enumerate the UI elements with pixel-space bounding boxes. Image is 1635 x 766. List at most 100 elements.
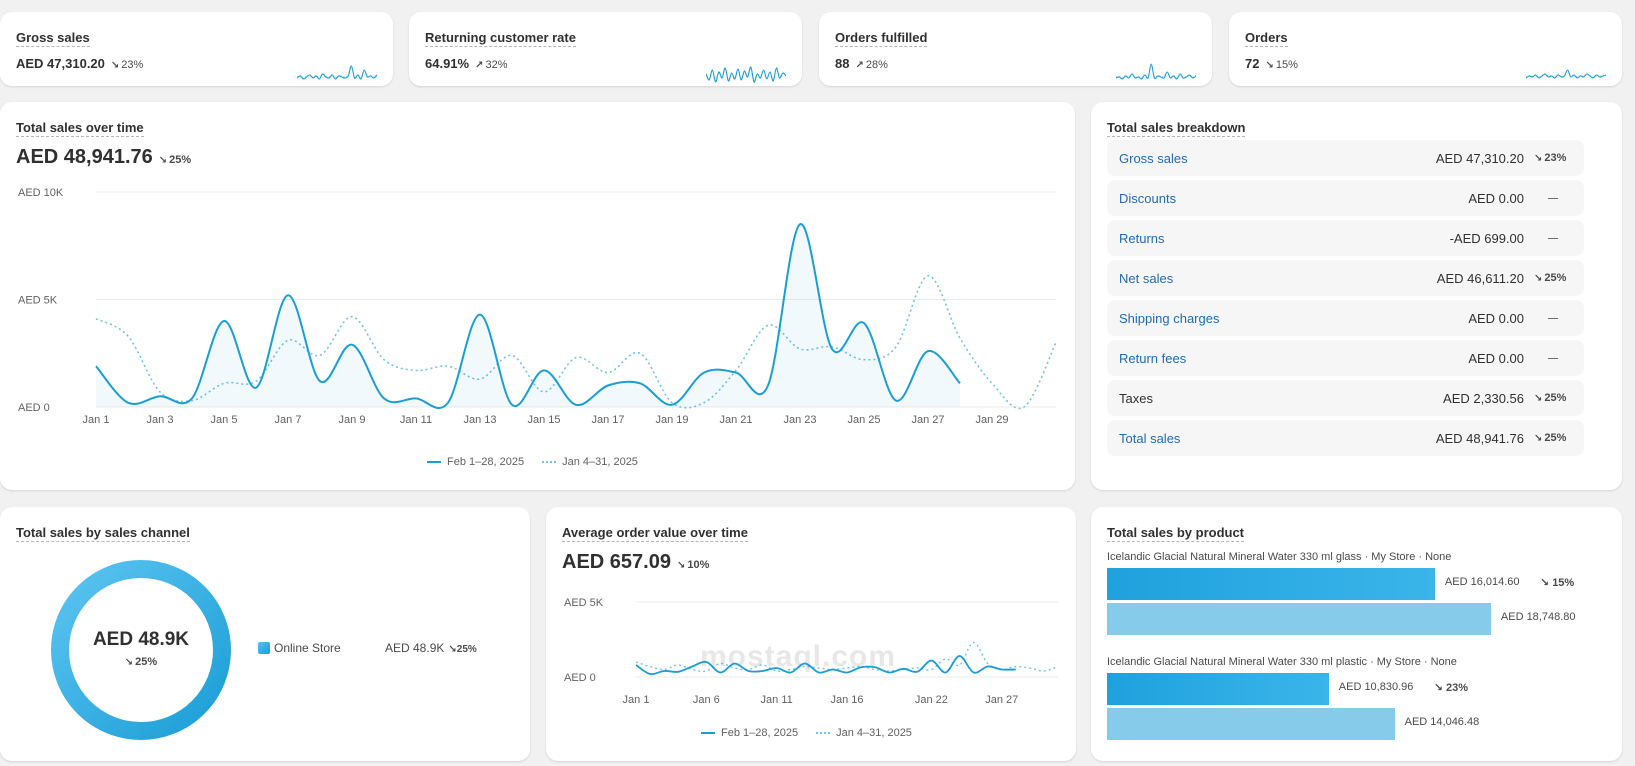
donut-slice-online-store[interactable] [51,560,231,740]
sparkline-chart [706,66,786,83]
total-sales-line-chart[interactable]: AED 0 AED 5K AED 10K Jan 1 Jan 3 Jan 5 Jan 7 Ja… [0,177,1075,427]
x-tick-label: Jan 9 [339,414,366,426]
kpi-card-returning-rate[interactable]: Returning customer rate 64.91% ↗ 32% [409,12,802,86]
breakdown-label[interactable]: Return fees [1119,350,1187,366]
kpi-card-orders[interactable]: Orders 72 ↘ 15% [1229,12,1622,86]
card-title[interactable]: Total sales by product [1107,525,1245,542]
x-tick-label: Jan 1 [623,694,650,706]
breakdown-value: AED 46,611.20 [1436,270,1524,286]
total-sales-delta: ↘ 25% [159,154,191,166]
breakdown-label[interactable]: Total sales [1119,430,1181,446]
breakdown-row: Taxes AED 2,330.56 ↘ 25% [1107,380,1584,416]
breakdown-value: AED 47,310.20 [1435,150,1524,166]
series-line-current[interactable] [95,223,961,410]
kpi-delta-text: 32% [485,59,508,71]
kpi-value-text: 72 [1245,56,1260,71]
card-title[interactable]: Total sales over time [16,120,144,137]
aov-value-text: AED 657.09 [562,551,671,573]
kpi-delta: ↘ 23% [111,59,143,71]
x-tick-label: Jan 22 [915,694,948,706]
breakdown-delta-text: 25% [1544,392,1567,404]
kpi-value: AED 47,310.20 ↘ 23% [16,56,143,71]
trend-down-icon: ↘ [158,155,168,166]
donut-center-delta-text: 25% [135,656,158,668]
no-change-dash-icon [1548,197,1558,199]
kpi-value: 72 ↘ 15% [1245,56,1298,71]
card-title[interactable]: Average order value over time [562,525,748,542]
breakdown-row[interactable]: Net sales AED 46,611.20 ↘ 25% [1107,260,1584,296]
product-bar-current[interactable] [1107,568,1435,600]
sales-by-product-card: Total sales by product Icelandic Glacial… [1091,507,1622,761]
x-tick-label: Jan 5 [211,414,238,426]
total-sales-over-time-card: Total sales over time AED 48,941.76 ↘ 25% … [0,102,1075,490]
product-bar-value: AED 10,830.96 [1338,681,1414,693]
kpi-card-orders-fulfilled[interactable]: Orders fulfilled 88 ↗ 28% [819,12,1212,86]
kpi-delta-text: 23% [121,59,144,71]
series-line-current[interactable] [635,655,1016,676]
breakdown-label[interactable]: Gross sales [1119,150,1188,166]
breakdown-label[interactable]: Returns [1119,230,1165,246]
breakdown-row[interactable]: Return fees AED 0.00 [1107,340,1584,376]
breakdown-row[interactable]: Total sales AED 48,941.76 ↘ 25% [1107,420,1584,456]
product-bar-previous[interactable] [1107,708,1395,740]
breakdown-row[interactable]: Discounts AED 0.00 [1107,180,1584,216]
sparkline-previous [1526,70,1606,78]
breakdown-delta-text: 25% [1544,272,1567,284]
trend-down-icon: ↘ [448,644,457,655]
kpi-title[interactable]: Orders [1245,30,1288,47]
no-change-dash-icon [1548,317,1558,319]
product-bar-previous[interactable] [1107,603,1491,635]
breakdown-label[interactable]: Net sales [1119,270,1174,286]
kpi-title[interactable]: Returning customer rate [425,30,576,47]
breakdown-delta: ↘ 25% [1534,272,1570,284]
aov-delta-text: 10% [687,559,710,571]
kpi-title[interactable]: Orders fulfilled [835,30,928,47]
sparkline-chart [1526,69,1606,79]
product-bar-current[interactable] [1107,673,1329,705]
x-tick-label: Jan 27 [911,414,944,426]
y-tick-label: AED 0 [18,402,50,414]
trend-down-icon: ↘ [1534,393,1543,404]
sparkline-current [706,66,786,83]
channel-legend-item[interactable]: Online Store [258,641,341,655]
legend-item-current[interactable]: Feb 1–28, 2025 [427,456,524,468]
sparkline-chart [297,65,377,80]
product-label: Icelandic Glacial Natural Mineral Water … [1107,551,1452,563]
average-order-value-card: Average order value over time AED 657.09… [546,507,1076,761]
breakdown-value: AED 0.00 [1468,350,1524,366]
channel-delta: ↘25% [448,644,476,655]
breakdown-label[interactable]: Discounts [1119,190,1177,206]
kpi-value: 64.91% ↗ 32% [425,56,508,71]
breakdown-row[interactable]: Returns -AED 699.00 [1107,220,1584,256]
line-swatch-icon [427,461,441,463]
breakdown-delta-text: 23% [1544,152,1567,164]
aov-value: AED 657.09 ↘ 10% [562,551,709,574]
aov-line-chart[interactable]: AED 0 AED 5K Jan 1 Jan 6 Jan 11 Jan 16 Jan 22 J… [546,582,1076,717]
legend-swatch [258,642,270,654]
legend-item-current[interactable]: Feb 1–28, 2025 [701,727,798,739]
breakdown-delta: ↘ 25% [1534,432,1570,444]
legend-item-previous[interactable]: Jan 4–31, 2025 [542,456,638,468]
breakdown-row[interactable]: Shipping charges AED 0.00 [1107,300,1584,336]
card-title[interactable]: Total sales by sales channel [16,525,190,542]
legend-item-previous[interactable]: Jan 4–31, 2025 [816,727,912,739]
breakdown-label[interactable]: Shipping charges [1119,310,1220,326]
breakdown-delta: ↘ 25% [1534,392,1570,404]
breakdown-row[interactable]: Gross sales AED 47,310.20 ↘ 23% [1107,140,1584,176]
channel-value: AED 48.9K ↘25% [385,641,477,655]
breakdown-value: AED 2,330.56 [1443,390,1524,406]
legend-label: Feb 1–28, 2025 [447,456,525,468]
total-sales-value-text: AED 48,941.76 [16,146,153,168]
series-line-previous[interactable] [95,275,1057,410]
x-tick-label: Jan 21 [719,414,752,426]
product-bar-delta-text: 23% [1446,682,1469,694]
chart-legend: Feb 1–28, 2025 Jan 4–31, 2025 [427,456,638,468]
channel-name: Online Store [274,641,341,655]
card-title[interactable]: Total sales breakdown [1107,120,1246,137]
series-line-previous[interactable] [635,641,1059,673]
kpi-card-gross-sales[interactable]: Gross sales AED 47,310.20 ↘ 23% [0,12,393,86]
kpi-title[interactable]: Gross sales [16,30,90,47]
breakdown-value: AED 0.00 [1468,190,1524,206]
sales-channel-donut-chart[interactable] [50,559,232,741]
channel-delta-text: 25% [456,644,477,655]
